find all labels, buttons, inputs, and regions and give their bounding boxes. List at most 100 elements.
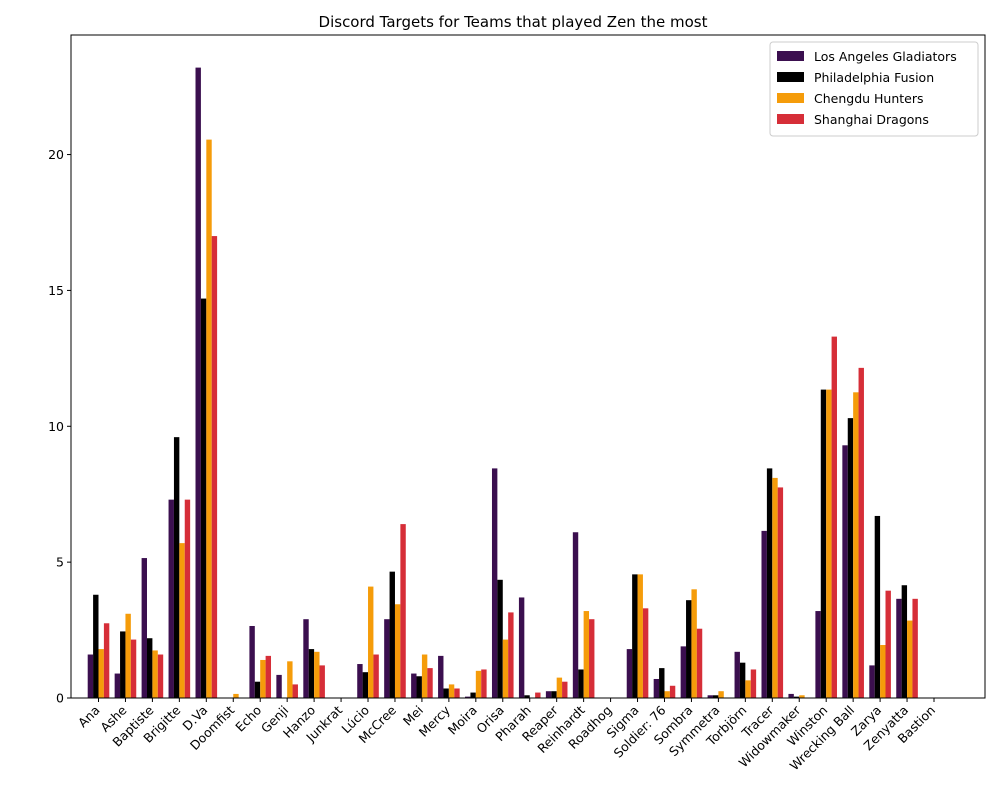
bar-1-0 <box>93 594 99 698</box>
bar-3-29 <box>885 590 891 698</box>
bar-0-11 <box>384 619 390 698</box>
bar-1-14 <box>470 692 476 698</box>
bar-2-29 <box>880 645 886 698</box>
bar-2-1 <box>125 613 131 698</box>
bar-1-10 <box>362 672 369 698</box>
bar-0-17 <box>545 691 552 698</box>
bar-1-25 <box>766 468 773 698</box>
legend-swatch-2 <box>777 93 804 103</box>
bar-2-23 <box>718 691 724 698</box>
bar-2-20 <box>637 574 643 698</box>
x-tick-label-14: Moira <box>445 703 480 738</box>
bar-0-24 <box>734 651 740 698</box>
bar-3-12 <box>427 668 433 698</box>
bar-0-23 <box>707 695 713 698</box>
bar-0-26 <box>788 693 794 698</box>
bar-3-6 <box>265 655 272 698</box>
bar-1-4 <box>200 298 207 698</box>
bar-3-0 <box>103 623 110 698</box>
bar-1-11 <box>389 571 395 698</box>
y-axis: 0 5 10 15 20 <box>48 147 71 706</box>
bar-0-30 <box>896 598 902 698</box>
bar-1-2 <box>147 638 153 698</box>
bar-0-3 <box>168 499 174 698</box>
bar-0-10 <box>357 664 363 698</box>
bar-2-3 <box>179 543 185 698</box>
bar-1-20 <box>632 574 638 698</box>
bar-1-28 <box>847 418 854 698</box>
y-tick-label-0: 0 <box>56 691 64 706</box>
bar-0-2 <box>141 558 147 698</box>
bar-0-22 <box>680 646 687 698</box>
bar-2-5 <box>233 693 239 698</box>
legend-label-2: Chengdu Hunters <box>814 91 924 106</box>
bar-3-14 <box>481 669 487 698</box>
bar-1-15 <box>497 579 503 698</box>
x-axis: AnaAsheBaptisteBrigitteD.VaDoomfistEchoG… <box>75 698 938 773</box>
bar-0-7 <box>276 674 282 698</box>
bar-3-15 <box>508 612 514 698</box>
legend-swatch-1 <box>777 72 804 82</box>
bar-2-25 <box>772 477 778 698</box>
legend-label-0: Los Angeles Gladiators <box>814 49 957 64</box>
chart-title: Discord Targets for Teams that played Ze… <box>319 13 708 31</box>
bar-0-6 <box>249 625 255 698</box>
bar-2-28 <box>853 392 859 698</box>
bars-group <box>87 67 918 699</box>
bar-2-17 <box>556 677 563 698</box>
y-tick-label-10: 10 <box>48 419 64 434</box>
bar-1-12 <box>416 676 422 698</box>
legend: Los Angeles Gladiators Philadelphia Fusio… <box>769 41 979 137</box>
bar-2-2 <box>152 650 158 698</box>
bar-3-21 <box>669 685 676 698</box>
y-tick-label-5: 5 <box>56 555 64 570</box>
bar-0-16 <box>518 597 525 698</box>
bar-3-25 <box>777 487 784 698</box>
x-tick-label-13: Mercy <box>416 702 454 740</box>
bar-1-26 <box>793 696 800 698</box>
bar-1-6 <box>254 681 261 698</box>
bar-3-1 <box>130 639 137 698</box>
bar-2-18 <box>583 611 590 698</box>
y-tick-label-15: 15 <box>48 283 64 298</box>
legend-swatch-3 <box>777 114 804 124</box>
bar-0-20 <box>626 649 633 698</box>
bar-1-23 <box>712 695 719 698</box>
bar-3-24 <box>750 669 757 698</box>
bar-0-14 <box>465 696 471 698</box>
legend-swatch-0 <box>777 51 804 61</box>
bar-3-3 <box>184 499 191 698</box>
bar-3-10 <box>373 654 379 698</box>
bar-1-17 <box>551 691 557 698</box>
bar-3-28 <box>858 367 864 698</box>
bar-1-29 <box>874 515 881 698</box>
bar-1-21 <box>659 668 665 698</box>
bar-1-16 <box>524 695 530 698</box>
bar-2-24 <box>745 680 751 698</box>
bar-2-10 <box>368 586 374 698</box>
bar-2-13 <box>448 684 455 698</box>
bar-3-2 <box>157 654 164 698</box>
bar-2-0 <box>98 649 104 698</box>
bar-2-14 <box>475 670 482 698</box>
bar-1-3 <box>173 437 180 698</box>
bar-2-7 <box>287 661 293 698</box>
bar-3-20 <box>642 608 649 698</box>
bar-1-1 <box>120 631 126 698</box>
bar-2-22 <box>691 589 697 698</box>
bar-3-4 <box>211 236 218 698</box>
bar-0-13 <box>438 655 444 698</box>
legend-label-3: Shanghai Dragons <box>814 112 929 127</box>
bar-3-18 <box>589 619 595 698</box>
bar-3-8 <box>319 665 325 698</box>
x-tick-label-6: Echo <box>232 703 264 735</box>
bar-0-27 <box>815 611 821 698</box>
bar-3-11 <box>400 524 406 698</box>
bar-1-24 <box>739 662 746 698</box>
bar-1-30 <box>901 585 908 698</box>
bar-0-15 <box>491 468 498 698</box>
bar-0-12 <box>411 673 417 698</box>
y-tick-label-20: 20 <box>48 147 64 162</box>
bar-2-6 <box>260 659 266 698</box>
bar-0-18 <box>572 532 579 698</box>
